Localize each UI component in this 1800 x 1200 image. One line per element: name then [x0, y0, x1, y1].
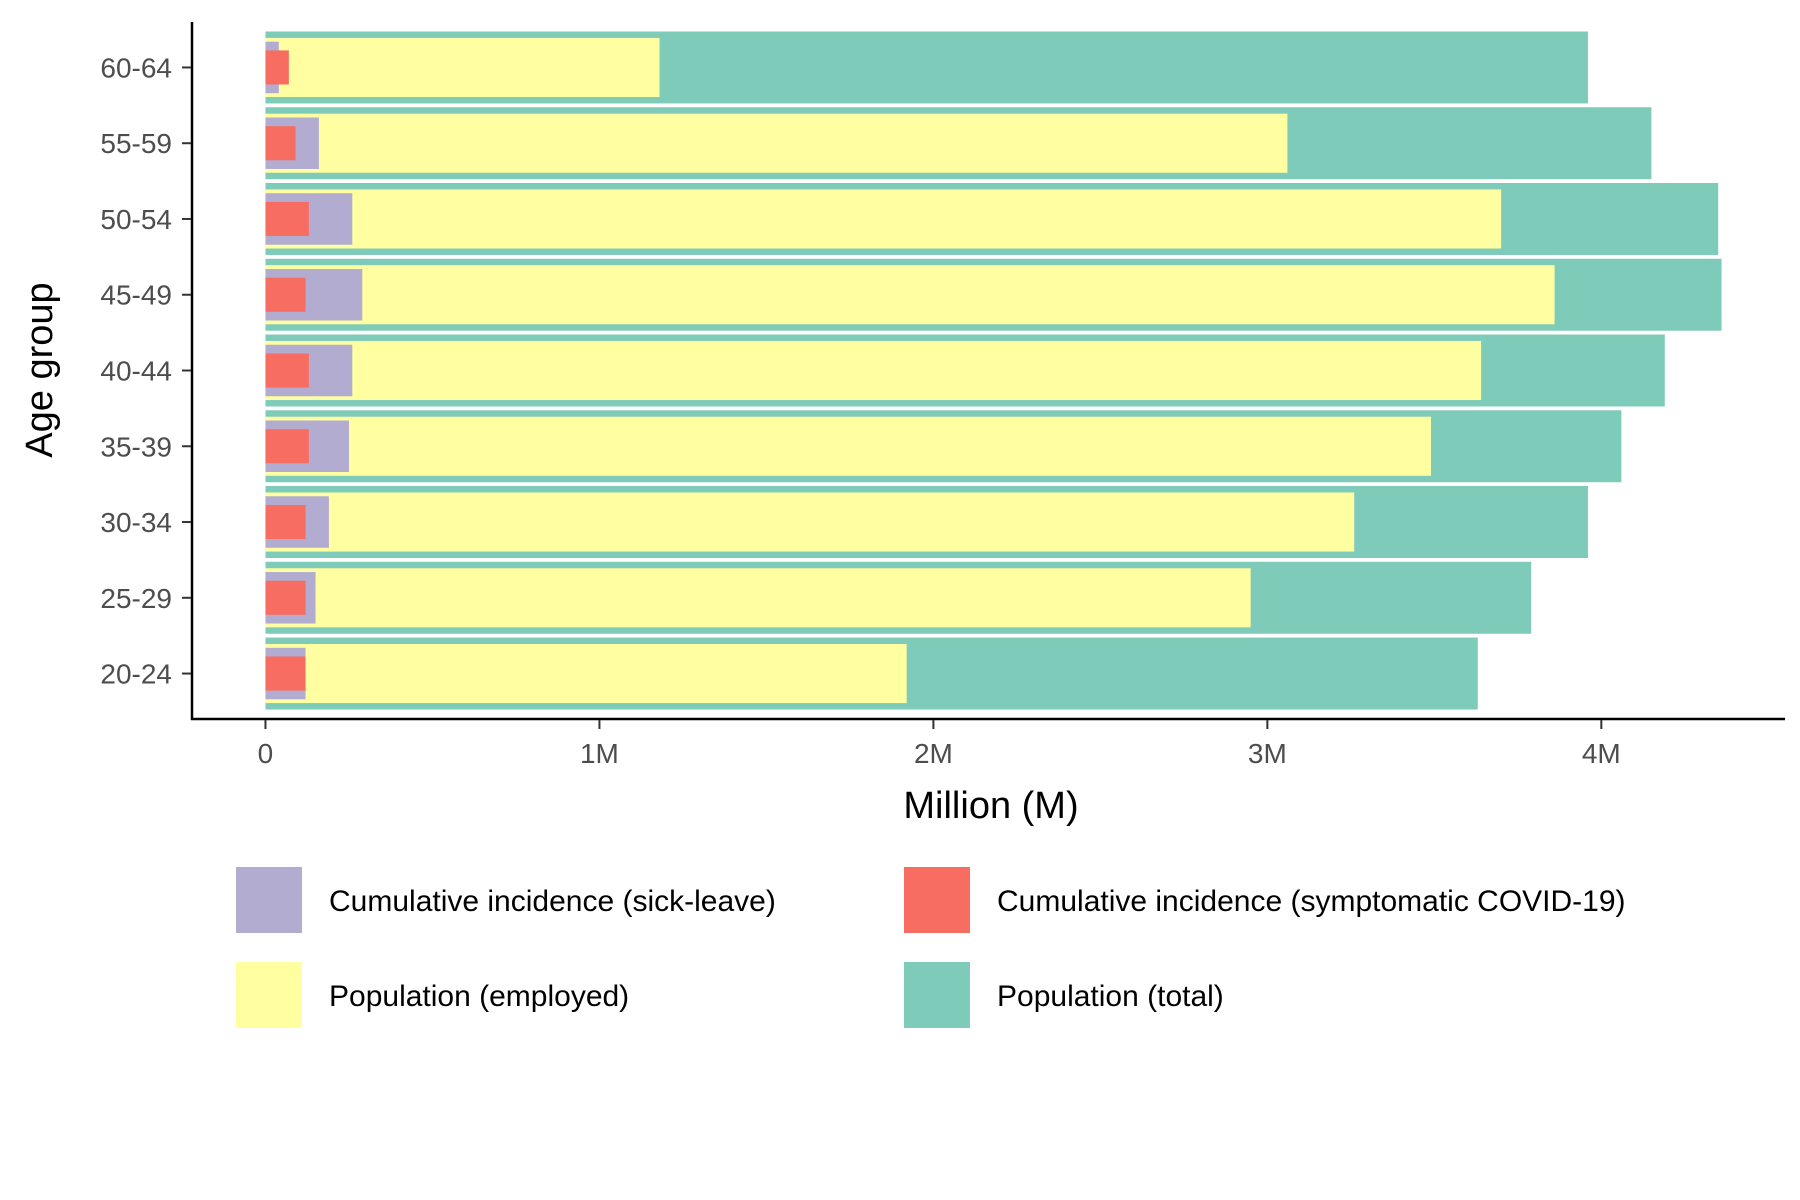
bar-cumulative-incidence-symptomatic-covid-19-25-29: [265, 580, 306, 615]
legend-key-population-total: [904, 962, 970, 1028]
bar-population-employed-30-34: [265, 492, 1355, 552]
x-tick-label: 2M: [914, 738, 953, 769]
legend-label-cumulative-incidence-symptomatic-covid-19: Cumulative incidence (symptomatic COVID-…: [997, 885, 1626, 918]
y-tick-label: 40-44: [100, 356, 172, 387]
legend: Cumulative incidence (sick-leave) Cumulat…: [236, 867, 1626, 1028]
bar-population-employed-40-44: [265, 340, 1482, 401]
legend-label-population-employed: Population (employed): [329, 980, 629, 1013]
bar-cumulative-incidence-symptomatic-covid-19-20-24: [265, 656, 306, 691]
x-tick-label: 4M: [1582, 738, 1621, 769]
bar-population-employed-25-29: [265, 568, 1251, 628]
legend-key-cumulative-incidence-symptomatic-covid-19: [904, 867, 970, 933]
bar-cumulative-incidence-symptomatic-covid-19-60-64: [265, 50, 289, 85]
y-tick-label: 55-59: [100, 128, 172, 159]
bar-cumulative-incidence-symptomatic-covid-19-35-39: [265, 429, 309, 464]
y-axis-ticks: 20-24 25-29 30-34 35-39 40-44 45-49 50-54 55-59…: [100, 52, 191, 690]
x-tick-label: 0: [258, 738, 274, 769]
y-tick-label: 20-24: [100, 659, 172, 690]
bar-population-employed-45-49: [265, 265, 1555, 325]
legend-label-cumulative-incidence-sick-leave: Cumulative incidence (sick-leave): [329, 885, 776, 918]
y-tick-label: 30-34: [100, 507, 172, 538]
legend-key-cumulative-incidence-sick-leave: [236, 867, 302, 933]
y-tick-label: 35-39: [100, 431, 172, 462]
bar-cumulative-incidence-symptomatic-covid-19-50-54: [265, 201, 309, 237]
x-axis-ticks: 0 1M 2M 3M 4M: [258, 720, 1621, 769]
y-tick-label: 60-64: [100, 52, 172, 83]
x-axis-title: Million (M): [903, 785, 1078, 827]
bar-cumulative-incidence-symptomatic-covid-19-45-49: [265, 277, 306, 312]
y-tick-label: 25-29: [100, 583, 172, 614]
bar-cumulative-incidence-symptomatic-covid-19-30-34: [265, 504, 306, 540]
legend-label-population-total: Population (total): [997, 980, 1224, 1013]
x-tick-label: 1M: [580, 738, 619, 769]
y-tick-label: 50-54: [100, 204, 172, 235]
bar-population-employed-55-59: [265, 113, 1288, 173]
bar-cumulative-incidence-symptomatic-covid-19-55-59: [265, 126, 296, 161]
legend-key-population-employed: [236, 962, 302, 1028]
bar-population-employed-50-54: [265, 189, 1502, 249]
x-tick-label: 3M: [1248, 738, 1287, 769]
bar-population-employed-35-39: [265, 416, 1432, 476]
bars-layer: [265, 31, 1722, 710]
bar-population-employed-20-24: [265, 643, 907, 704]
bar-population-employed-60-64: [265, 37, 660, 98]
y-axis-title: Age group: [19, 282, 61, 457]
bar-cumulative-incidence-symptomatic-covid-19-40-44: [265, 353, 309, 388]
y-tick-label: 45-49: [100, 280, 172, 311]
